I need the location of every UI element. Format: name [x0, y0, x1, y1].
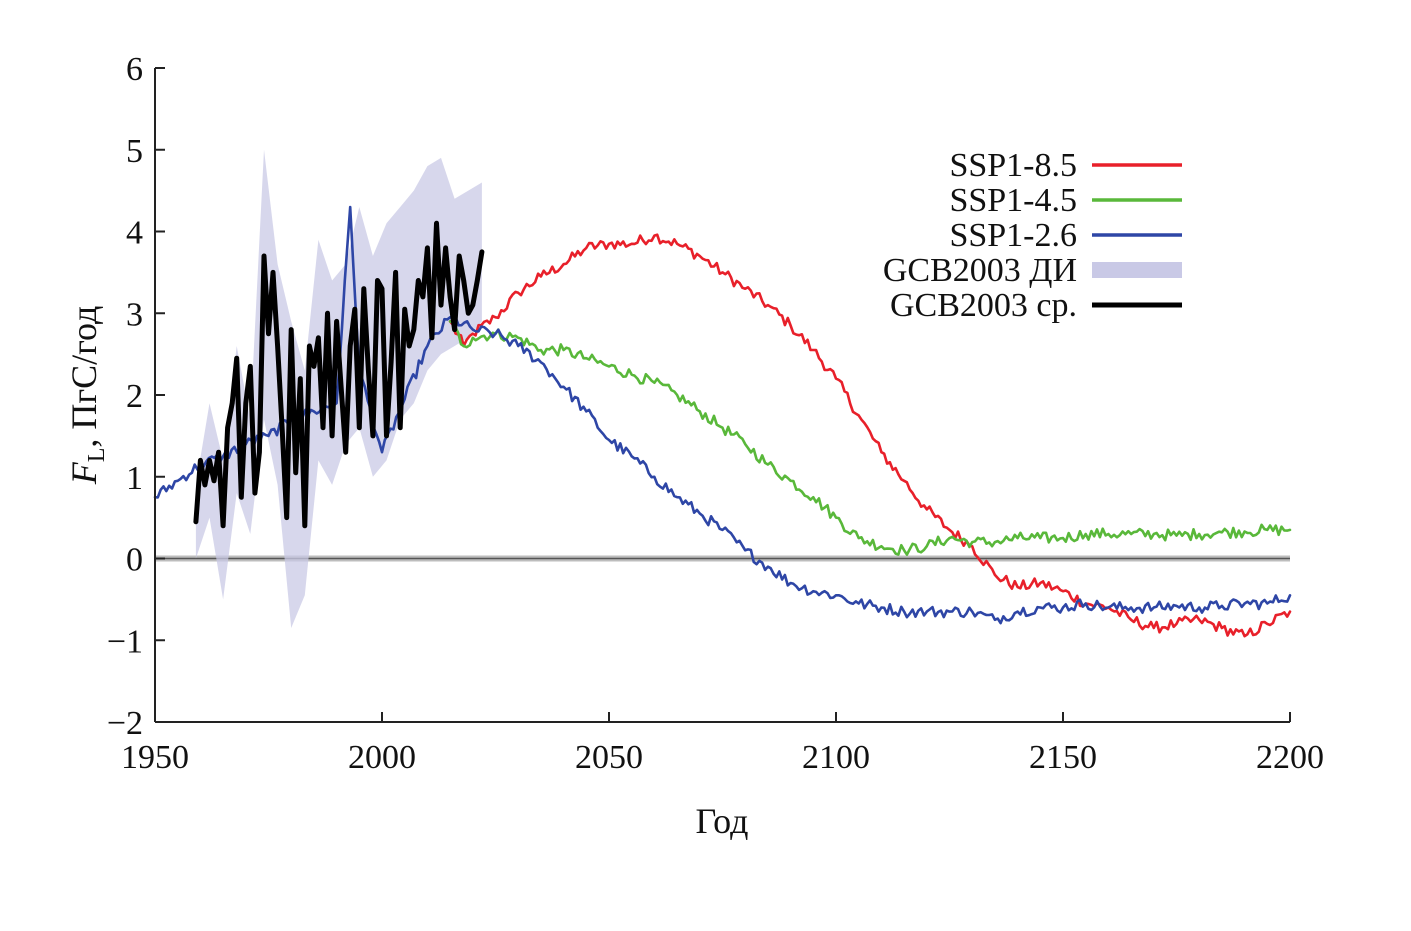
y-tick-label: 1	[126, 460, 143, 497]
y-tick-label: 0	[126, 542, 143, 579]
x-axis-title: Год	[696, 801, 749, 841]
y-axis-subscript: L	[84, 448, 110, 463]
y-axis-unit: , ПгС/год	[64, 306, 104, 448]
y-tick-label: 4	[126, 215, 143, 252]
legend-label: SSP1-4.5	[949, 182, 1077, 219]
x-tick-label: 2000	[348, 739, 416, 776]
y-tick-label: 6	[126, 51, 143, 88]
legend-swatch	[1092, 262, 1182, 278]
y-axis-title: FL, ПгС/год	[64, 306, 110, 486]
y-tick-label: −2	[107, 705, 143, 742]
series-line-gcb_mean	[193, 220, 485, 529]
x-ticks: 1950 2000 2050 2100 2150 2200	[121, 712, 1324, 776]
y-tick-label: −1	[107, 623, 143, 660]
series-line-ssp126	[153, 205, 1292, 625]
svg-text:FL, ПгС/год: FL, ПгС/год	[64, 306, 110, 486]
x-tick-label: 1950	[121, 739, 189, 776]
series-line-ssp585	[448, 233, 1292, 638]
y-tick-label: 5	[126, 133, 143, 170]
x-tick-label: 2200	[1256, 739, 1324, 776]
y-tick-label: 3	[126, 296, 143, 333]
y-axis-symbol: F	[64, 461, 104, 485]
legend-label: SSP1-2.6	[949, 217, 1077, 254]
x-tick-label: 2050	[575, 739, 643, 776]
plot-area	[153, 149, 1292, 638]
y-ticks: −2 −1 0 1 2 3 4 5 6	[107, 51, 165, 742]
legend-label: GCB2003 ДИ	[883, 252, 1077, 289]
series-line-ssp245	[448, 320, 1292, 556]
y-tick-label: 2	[126, 378, 143, 415]
legend-label: SSP1-8.5	[949, 147, 1077, 184]
legend-label: GCB2003 ср.	[890, 287, 1077, 324]
x-tick-label: 2100	[802, 739, 870, 776]
x-tick-label: 2150	[1029, 739, 1097, 776]
